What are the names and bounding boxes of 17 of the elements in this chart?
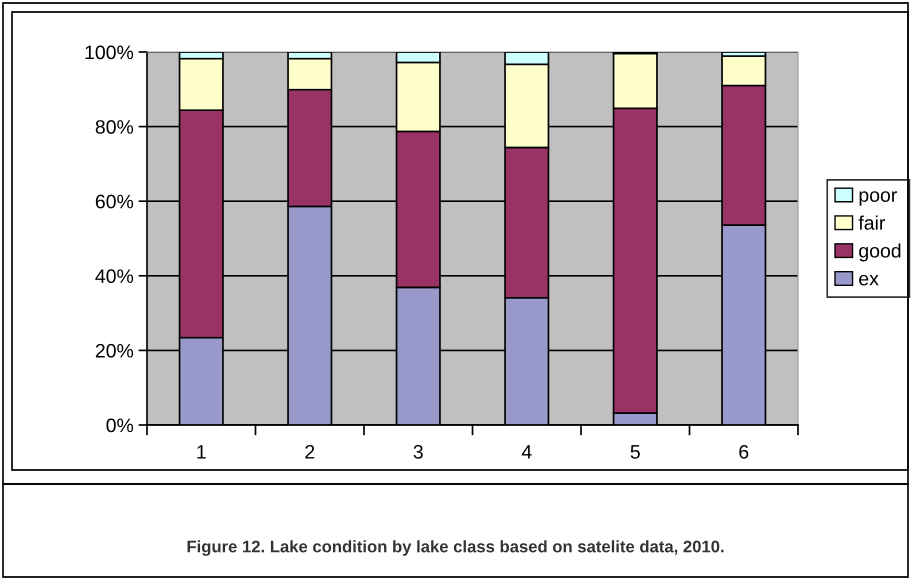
legend-label: ex: [859, 274, 879, 286]
legend-label: fair: [858, 216, 886, 230]
legend-label: poor: [860, 191, 897, 206]
x-tick-label: 2: [305, 444, 314, 459]
y-tick-label: 80%: [96, 120, 134, 134]
y-tick-label: 20%: [96, 344, 134, 358]
y-tick-label: 0%: [106, 418, 134, 432]
x-tick-label: 3: [414, 444, 423, 459]
x-tick-label: 6: [739, 444, 748, 459]
y-tick-label: 100%: [86, 45, 134, 60]
legend-label: good: [859, 243, 900, 262]
x-tick-label: 4: [522, 445, 532, 459]
caption: Figure 12. Lake condition by lake class based on satelite data, 2010.: [188, 540, 724, 556]
y-tick-label: 60%: [96, 194, 134, 208]
x-tick-label: 1: [197, 445, 206, 459]
x-tick-label: 5: [630, 445, 640, 459]
y-tick-label: 40%: [95, 269, 134, 284]
